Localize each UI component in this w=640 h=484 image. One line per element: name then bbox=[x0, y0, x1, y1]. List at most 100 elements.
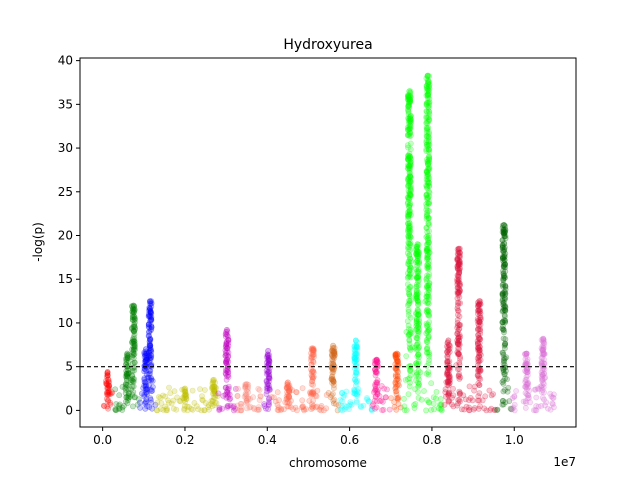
data-point bbox=[538, 402, 545, 409]
data-point bbox=[131, 350, 138, 357]
data-point bbox=[437, 396, 444, 402]
data-point bbox=[125, 370, 132, 377]
data-point bbox=[309, 375, 316, 382]
data-point bbox=[129, 314, 136, 320]
data-point bbox=[352, 357, 359, 364]
data-point bbox=[425, 78, 431, 85]
data-point bbox=[308, 390, 315, 397]
data-point bbox=[407, 192, 414, 199]
data-point bbox=[184, 407, 191, 414]
data-point bbox=[414, 328, 421, 334]
data-point bbox=[364, 396, 371, 403]
data-point bbox=[125, 370, 132, 377]
data-point bbox=[525, 361, 531, 367]
data-point bbox=[141, 353, 148, 360]
data-point bbox=[353, 399, 360, 406]
peak-point bbox=[501, 222, 507, 228]
data-point bbox=[223, 342, 229, 349]
data-point bbox=[129, 314, 136, 321]
data-point bbox=[129, 336, 136, 343]
data-point bbox=[457, 355, 463, 362]
data-point bbox=[162, 403, 168, 410]
data-point bbox=[426, 319, 433, 325]
data-point bbox=[108, 390, 115, 397]
data-point bbox=[147, 327, 154, 334]
data-point bbox=[313, 393, 320, 400]
data-point bbox=[113, 407, 120, 413]
data-point bbox=[123, 371, 130, 378]
data-point bbox=[413, 283, 420, 290]
data-point bbox=[128, 339, 135, 346]
data-point bbox=[413, 360, 419, 367]
data-point bbox=[145, 321, 152, 327]
data-point bbox=[250, 394, 256, 401]
data-point bbox=[140, 385, 147, 391]
data-point bbox=[494, 406, 501, 413]
data-point bbox=[209, 398, 216, 405]
data-point bbox=[105, 385, 112, 392]
data-point bbox=[303, 406, 309, 412]
data-point bbox=[539, 343, 546, 349]
data-point bbox=[264, 381, 271, 387]
data-point bbox=[474, 338, 481, 344]
data-point bbox=[433, 388, 440, 395]
data-point bbox=[404, 376, 411, 383]
data-point bbox=[224, 404, 231, 411]
data-point bbox=[225, 352, 232, 359]
data-point bbox=[500, 401, 507, 408]
data-point bbox=[475, 393, 482, 400]
data-point bbox=[148, 316, 155, 322]
chromosome-series bbox=[268, 345, 330, 414]
data-point bbox=[329, 380, 335, 386]
data-point bbox=[171, 388, 178, 395]
data-point bbox=[145, 329, 152, 336]
data-point bbox=[284, 395, 291, 402]
data-point bbox=[243, 397, 250, 404]
data-point bbox=[131, 340, 138, 347]
data-point bbox=[550, 401, 556, 408]
data-point bbox=[131, 315, 138, 322]
data-point bbox=[183, 395, 190, 402]
data-point bbox=[109, 389, 115, 396]
data-point bbox=[444, 349, 450, 356]
data-point bbox=[144, 356, 150, 363]
peak-point bbox=[284, 379, 291, 386]
data-point bbox=[182, 388, 189, 395]
data-point bbox=[263, 363, 270, 369]
data-point bbox=[264, 356, 271, 363]
data-point bbox=[456, 345, 462, 352]
data-point bbox=[263, 370, 270, 377]
data-point bbox=[132, 326, 138, 333]
data-point bbox=[407, 331, 413, 338]
data-point bbox=[202, 400, 209, 406]
data-point bbox=[540, 350, 547, 357]
data-point bbox=[212, 392, 219, 399]
data-point bbox=[141, 391, 148, 398]
data-point bbox=[130, 378, 137, 385]
data-point bbox=[405, 225, 412, 232]
data-point bbox=[147, 318, 153, 324]
data-point bbox=[500, 300, 507, 306]
data-point bbox=[424, 88, 430, 95]
data-point bbox=[316, 406, 323, 413]
data-point bbox=[132, 324, 138, 331]
data-point bbox=[454, 289, 461, 296]
data-point bbox=[125, 391, 132, 397]
y-tick-label: 0 bbox=[65, 403, 73, 417]
data-point bbox=[148, 316, 155, 323]
data-point bbox=[113, 401, 119, 407]
data-point bbox=[146, 338, 153, 345]
data-point bbox=[406, 102, 413, 109]
data-point bbox=[424, 120, 431, 127]
data-point bbox=[104, 385, 111, 392]
data-point bbox=[404, 260, 411, 267]
data-point bbox=[182, 394, 188, 401]
data-point bbox=[386, 406, 393, 413]
data-point bbox=[237, 400, 244, 407]
data-point bbox=[148, 324, 155, 330]
data-point bbox=[407, 118, 414, 125]
data-point bbox=[235, 385, 241, 392]
data-point bbox=[145, 310, 152, 317]
data-point bbox=[351, 352, 358, 359]
